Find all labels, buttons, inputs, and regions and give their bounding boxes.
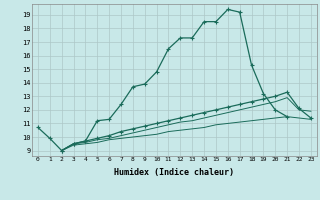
X-axis label: Humidex (Indice chaleur): Humidex (Indice chaleur) [115,168,234,177]
